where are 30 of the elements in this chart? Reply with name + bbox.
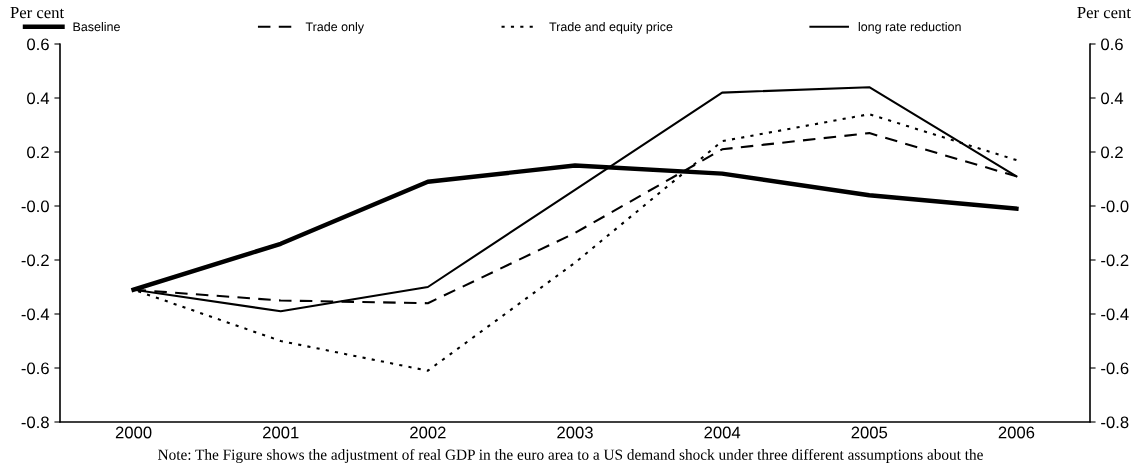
- y-tick-label: 0.6: [27, 38, 49, 51]
- legend-label: Trade only: [305, 22, 365, 34]
- x-tick-label: 2004: [704, 426, 741, 439]
- legend-label: Baseline: [73, 22, 120, 32]
- y-axis-title: Per cent: [10, 7, 65, 19]
- y-tick-label: -0.6: [21, 362, 49, 375]
- y2-tick-label: 0.6: [1101, 38, 1123, 51]
- x-tick-label: 2001: [263, 426, 299, 439]
- y2-tick-label: 0.4: [1101, 92, 1124, 105]
- x-tick-label: 2006: [998, 426, 1035, 439]
- y-tick-label: 0.2: [27, 146, 49, 159]
- x-tick-label: 2002: [410, 426, 446, 439]
- y2-tick-label: -0.8: [1101, 416, 1129, 429]
- y2-tick-label: -0.2: [1101, 254, 1129, 267]
- text: Note: The Figure shows the adjustment of real GDP in the euro area to a US demand shock under three different assumptions about the: [158, 448, 983, 463]
- x-tick-label: 2005: [851, 426, 888, 439]
- y-tick-label: -0.2: [21, 254, 49, 267]
- y2-tick-label: 0.2: [1101, 146, 1123, 159]
- y2-tick-label: -0.4: [1101, 308, 1129, 321]
- y-tick-label: 0.4: [27, 92, 50, 105]
- y-tick-label: -0.0: [21, 200, 49, 213]
- y2-tick-label: -0.6: [1101, 362, 1129, 375]
- y2-axis-title: Per cent: [1077, 7, 1131, 19]
- x-tick-label: 2003: [557, 426, 593, 439]
- legend-label: long rate reduction: [858, 22, 961, 34]
- y-tick-label: -0.8: [21, 416, 49, 429]
- x-tick-label: 2000: [115, 426, 152, 439]
- legend-label: Trade and equity price: [549, 22, 673, 34]
- y-tick-label: -0.4: [21, 308, 50, 321]
- y2-tick-label: -0.0: [1101, 200, 1129, 213]
